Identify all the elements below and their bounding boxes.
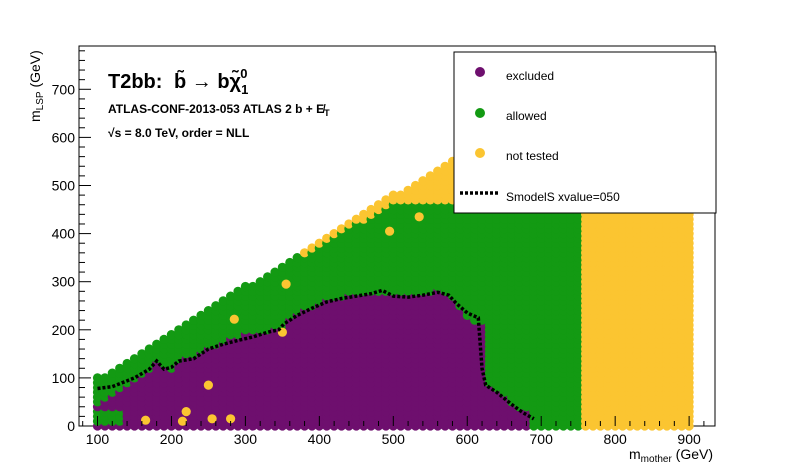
not-tested-point — [203, 380, 213, 390]
data-point — [270, 267, 280, 277]
data-point — [174, 325, 184, 335]
x-tick-label: 400 — [308, 431, 332, 447]
not-tested-point — [141, 415, 151, 425]
analysis-annotation: ATLAS-CONF-2013-053 ATLAS 2 b + E̸T — [108, 102, 330, 118]
data-point — [336, 224, 347, 234]
x-tick-label: 500 — [382, 431, 406, 447]
data-point — [240, 281, 250, 292]
x-tick-label: 800 — [603, 431, 627, 447]
data-point — [122, 358, 132, 369]
data-point — [226, 291, 236, 301]
y-tick-label: 500 — [52, 177, 76, 193]
data-point — [255, 277, 265, 287]
data-point — [92, 373, 103, 383]
data-point — [396, 190, 406, 200]
legend-label-allowed: allowed — [506, 109, 547, 123]
y-tick-label: 200 — [52, 322, 76, 338]
data-point — [248, 281, 258, 292]
x-tick-label: 600 — [456, 431, 480, 447]
y-tick-label: 400 — [52, 226, 76, 242]
data-point — [403, 185, 413, 195]
x-tick-label: 100 — [86, 431, 110, 447]
data-point — [218, 296, 228, 306]
data-point — [433, 166, 443, 176]
legend-label-contour: SmodelS xvalue=050 — [506, 190, 620, 204]
x-axis-title: mmother (GeV) — [629, 446, 713, 465]
data-point — [314, 238, 324, 248]
legend-label-not-tested: not tested — [506, 149, 559, 163]
data-point — [107, 368, 117, 378]
data-point — [359, 209, 369, 219]
legend-box — [453, 51, 717, 214]
y-tick-label: 600 — [52, 129, 76, 145]
data-point — [366, 204, 376, 215]
data-point — [307, 243, 317, 253]
data-point — [189, 315, 199, 325]
x-axis: 100 200 300 400 500 600 700 800 900 — [82, 416, 705, 447]
data-point — [373, 200, 384, 210]
not-tested-point — [226, 414, 236, 424]
data-point — [100, 373, 110, 383]
data-point — [410, 180, 421, 191]
data-point — [144, 344, 154, 354]
data-point — [300, 248, 310, 258]
legend-marker-excluded — [475, 67, 485, 77]
data-point — [425, 171, 435, 181]
legend-label-excluded: excluded — [506, 69, 554, 83]
y-tick-label: 300 — [52, 274, 76, 290]
data-point — [196, 310, 206, 320]
legend-marker-not-tested — [475, 148, 485, 158]
data-point — [344, 219, 354, 229]
y-tick-label: 100 — [52, 370, 76, 386]
not-tested-point — [177, 416, 188, 426]
data-point — [440, 161, 450, 171]
data-point — [115, 363, 125, 373]
data-point — [233, 286, 243, 296]
data-point — [418, 176, 428, 186]
not-tested-point — [229, 314, 239, 324]
data-point — [203, 306, 213, 316]
x-tick-label: 700 — [530, 431, 554, 447]
data-point — [166, 330, 176, 340]
not-tested-point — [207, 414, 217, 424]
data-point — [159, 334, 169, 344]
data-point — [277, 262, 287, 272]
data-point — [152, 339, 162, 349]
not-tested-point — [181, 407, 191, 417]
legend-marker-allowed — [475, 108, 485, 118]
data-point — [388, 190, 398, 200]
data-point — [285, 257, 295, 268]
not-tested-points — [141, 212, 424, 426]
y-tick-label: 0 — [67, 418, 75, 434]
legend: excluded allowed not tested SmodelS xval… — [453, 51, 717, 214]
x-tick-label: 900 — [677, 431, 701, 447]
not-tested-point — [385, 226, 395, 236]
y-axis: 0 100 200 300 400 500 600 700 — [52, 50, 91, 434]
x-tick-label: 300 — [234, 431, 258, 447]
data-point — [137, 349, 147, 359]
data-point — [181, 320, 191, 330]
data-point — [211, 301, 221, 311]
chart-title: T2bb: b̃ → bχ̃10 — [108, 66, 248, 97]
y-tick-label: 700 — [52, 81, 76, 97]
data-point — [292, 253, 302, 263]
data-point — [329, 229, 339, 239]
y-axis-title: mLSP (GeV) — [27, 50, 46, 122]
data-point — [263, 272, 273, 282]
x-tick-label: 200 — [160, 431, 184, 447]
data-point — [351, 214, 361, 224]
not-tested-point — [414, 212, 424, 222]
not-tested-point — [281, 279, 291, 289]
data-point — [381, 195, 391, 205]
data-point — [129, 354, 140, 364]
data-point — [322, 233, 332, 243]
energy-annotation: √s = 8.0 TeV, order = NLL — [108, 126, 249, 140]
